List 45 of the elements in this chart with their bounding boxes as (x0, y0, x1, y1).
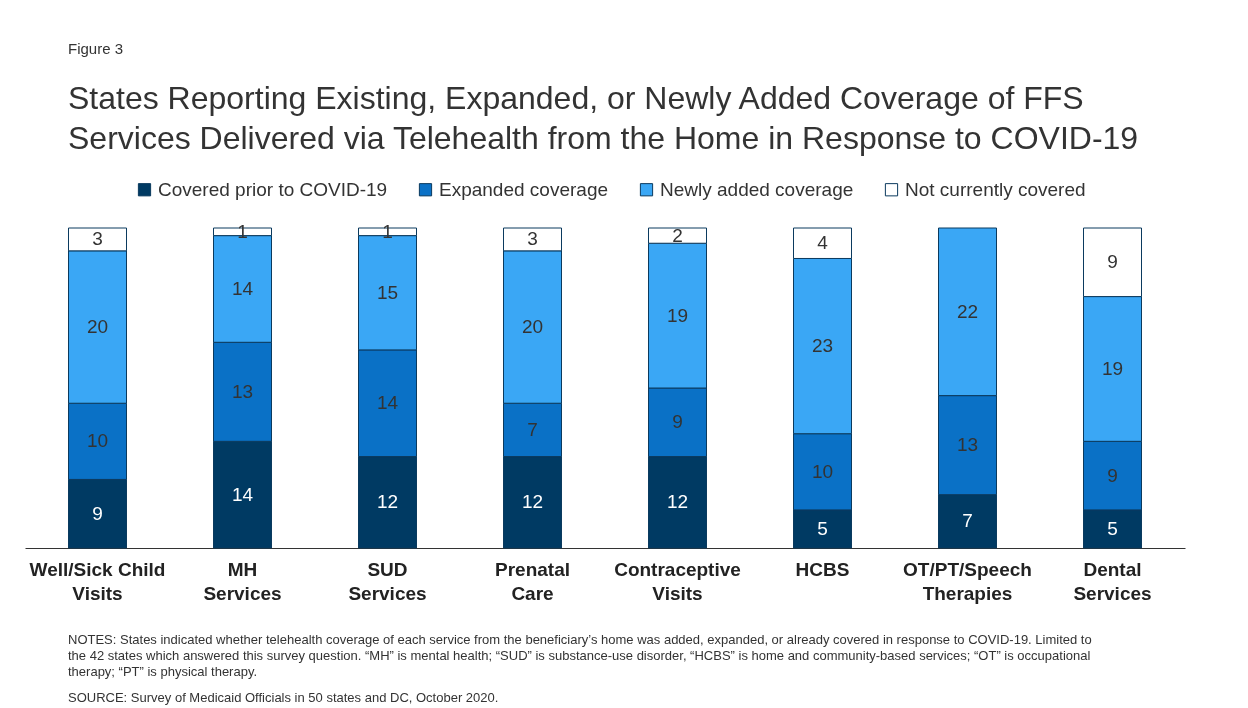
data-label: 3 (92, 228, 103, 250)
data-label: 20 (521, 316, 544, 338)
legend-label: Newly added coverage (660, 178, 854, 200)
chart-title: States Reporting Existing, Expanded, or Newly Added Coverage of FFS Services Delivered via Telehealth from the Home in Response to COVID-19 (68, 79, 1140, 158)
data-label: 5 (817, 517, 828, 539)
data-label: 12 (376, 491, 399, 513)
legend-label: Expanded coverage (439, 178, 609, 200)
x-tick-label: HCBS (795, 558, 850, 580)
x-tick-label: SUD Services (348, 558, 427, 604)
data-label: 19 (1101, 357, 1124, 379)
data-label: 10 (86, 430, 109, 452)
data-label: 22 (956, 300, 979, 322)
legend-label: Covered prior to COVID-19 (158, 178, 388, 200)
data-label: 15 (376, 281, 399, 303)
data-label: 9 (672, 411, 683, 433)
x-tick-label: Contraceptive Visits (614, 558, 741, 604)
data-label: 23 (811, 335, 834, 357)
data-label: 3 (527, 228, 538, 250)
data-label: 20 (86, 316, 109, 338)
data-label: 9 (1107, 251, 1118, 273)
data-label: 12 (666, 491, 689, 513)
data-label: 13 (231, 380, 254, 402)
source-note: SOURCE: Survey of Medicaid Officials in 50 states and DC, October 2020. (68, 690, 499, 705)
data-label: 19 (666, 304, 689, 326)
legend-label: Not currently covered (905, 178, 1086, 200)
data-label: 14 (231, 483, 254, 505)
data-label: 7 (527, 418, 538, 440)
data-label: 2 (672, 224, 683, 246)
x-tick-label: MH Services (203, 558, 282, 604)
data-label: 5 (1107, 517, 1118, 539)
data-label: 12 (521, 491, 544, 513)
data-label: 4 (817, 232, 829, 254)
caption: Figure 3 (68, 40, 124, 57)
data-label: 14 (376, 392, 399, 414)
data-label: 9 (1107, 464, 1118, 486)
x-tick-label: Well/Sick Child Visits (29, 558, 166, 604)
text: NOTES: States indicated whether telehealth coverage of each service from the beneficiary’s home was added, expanded, or already covered in response to COVID-19. Limited to the 42 states which answered this survey question. “MH” is mental health; “SUD” is substance-use disorder, “HCBS” is home and community-based services; “OT” is occupational therapy; “PT” is physical therapy. (68, 632, 1093, 680)
x-tick-label: OT/PT/Speech Therapies (903, 558, 1032, 604)
data-label: 13 (956, 434, 979, 456)
data-label: 14 (231, 277, 254, 299)
x-tick-label: Dental Services (1073, 558, 1152, 604)
data-label: 7 (962, 510, 973, 532)
data-label: 9 (92, 502, 103, 524)
data-label: 10 (811, 460, 834, 482)
x-tick-label: Prenatal Care (495, 558, 570, 604)
